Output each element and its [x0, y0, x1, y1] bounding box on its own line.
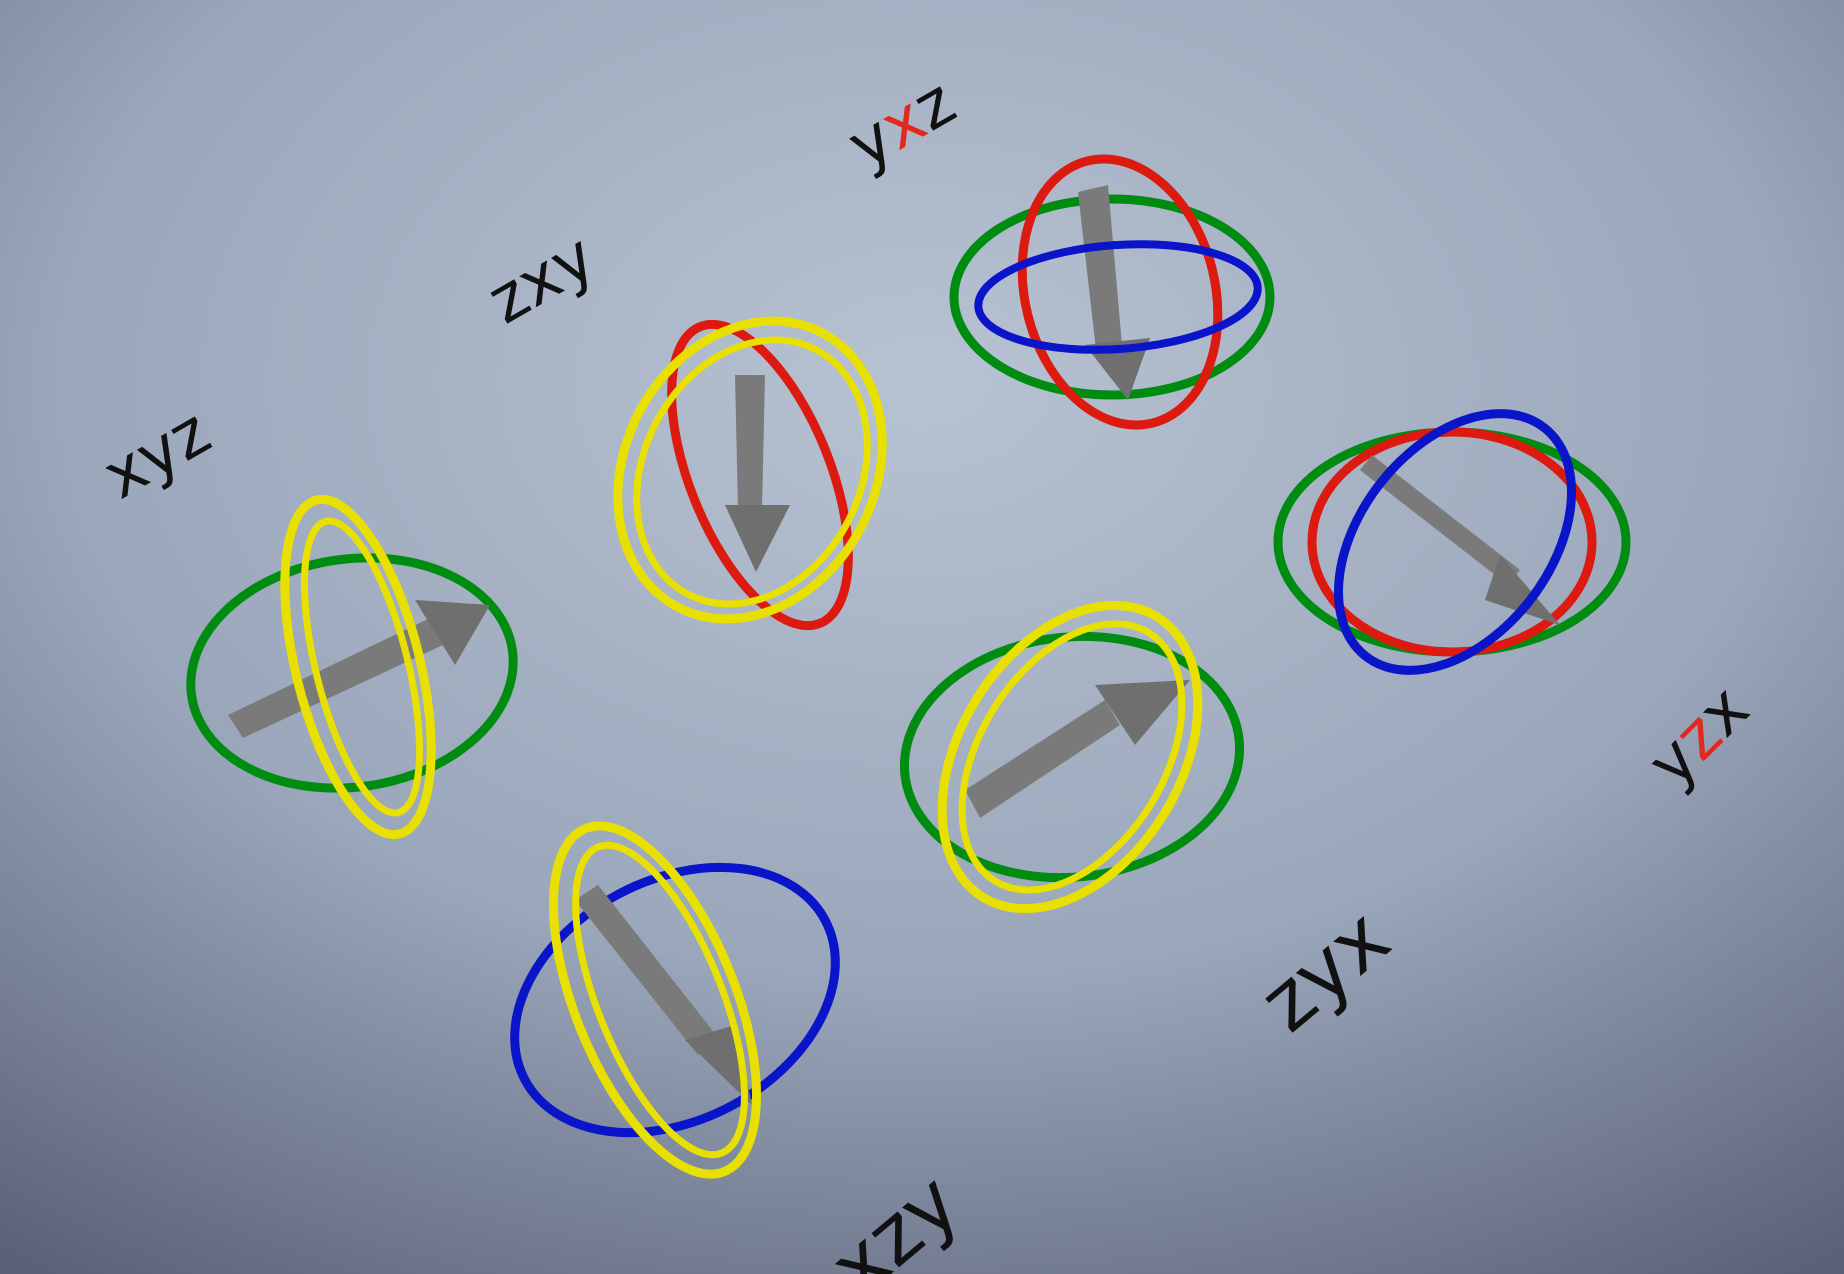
- ring-red: [667, 319, 853, 631]
- arrow-head: [415, 600, 490, 665]
- arrow-shaft: [575, 885, 720, 1055]
- arrow-shaft: [735, 375, 765, 510]
- gimbal-zyx: [899, 600, 1245, 914]
- ring-yellow-inner: [633, 336, 871, 608]
- ring-blue: [510, 862, 840, 1138]
- ring-yellow-outer: [937, 600, 1203, 914]
- arrow-shaft: [965, 700, 1120, 818]
- label-yxz: yxz: [836, 65, 968, 184]
- arrow-head: [1485, 555, 1560, 625]
- ring-blue: [1333, 409, 1577, 675]
- ring-yellow-outer: [280, 494, 436, 840]
- arrow-shaft: [1360, 455, 1520, 585]
- ring-yellow-outer: [548, 821, 762, 1179]
- ring-yellow-inner: [300, 517, 424, 817]
- gimbal-xyz: [186, 494, 518, 840]
- ring-green: [949, 194, 1275, 400]
- ring-yellow-inner: [572, 841, 748, 1159]
- arrow-shaft: [1078, 185, 1122, 350]
- arrow-head: [1095, 680, 1190, 745]
- ring-yellow-outer: [613, 316, 887, 624]
- gimbal-xzy: [510, 821, 840, 1179]
- gimbal-yzx: [1273, 409, 1631, 675]
- ring-yellow-inner: [958, 620, 1186, 894]
- gimbal-yxz: [949, 154, 1275, 430]
- arrow-shaft: [228, 618, 445, 738]
- gimbal-zxy: [613, 316, 887, 631]
- ring-green: [186, 553, 518, 793]
- ring-red: [1307, 427, 1597, 657]
- arrow-head: [725, 505, 790, 572]
- ring-red: [1017, 154, 1223, 430]
- ring-blue: [974, 240, 1262, 354]
